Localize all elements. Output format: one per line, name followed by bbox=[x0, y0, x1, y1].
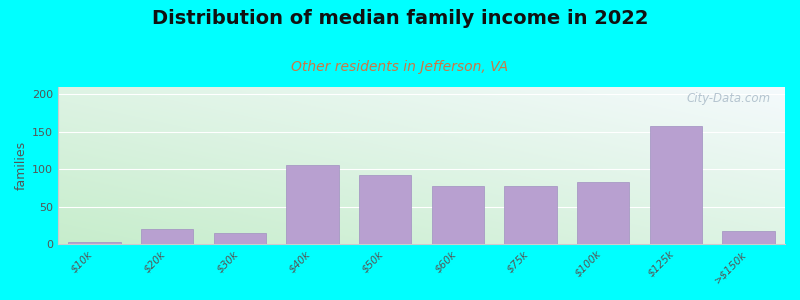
Bar bbox=[505, 186, 557, 244]
Text: Other residents in Jefferson, VA: Other residents in Jefferson, VA bbox=[291, 60, 509, 74]
Bar bbox=[722, 231, 775, 244]
Bar bbox=[432, 186, 484, 244]
Bar bbox=[359, 175, 411, 244]
Bar bbox=[577, 182, 630, 244]
Bar bbox=[141, 229, 194, 244]
Text: Distribution of median family income in 2022: Distribution of median family income in … bbox=[152, 9, 648, 28]
Bar bbox=[650, 126, 702, 244]
Bar bbox=[214, 233, 266, 244]
Text: City-Data.com: City-Data.com bbox=[686, 92, 770, 105]
Y-axis label: families: families bbox=[15, 141, 28, 190]
Bar bbox=[68, 242, 121, 244]
Bar bbox=[286, 165, 338, 244]
